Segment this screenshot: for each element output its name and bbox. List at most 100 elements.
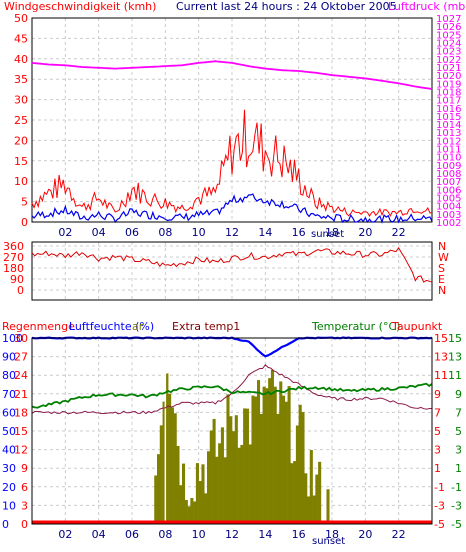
pressure-tick-label: 1003 — [436, 210, 461, 221]
humidity-tick-label: 90 — [2, 351, 16, 364]
pressure-tick-label: 1009 — [436, 161, 461, 172]
env-x-tick-label: 02 — [58, 528, 72, 541]
solar-bar — [254, 396, 258, 524]
env-x-tick-label: 20 — [358, 528, 372, 541]
solar-bar — [270, 369, 274, 524]
solar-bar — [218, 443, 222, 524]
dir-right-tick-label: E — [438, 273, 445, 286]
dew-tick-label: 11 — [448, 369, 462, 382]
temp-tick-label: -3 — [434, 499, 445, 512]
solar-bar — [279, 381, 283, 524]
direction-line — [31, 246, 433, 283]
solar-bar — [223, 457, 227, 524]
pressure-tick-label: 1010 — [436, 153, 461, 164]
temp-tick-label: -1 — [434, 481, 445, 494]
solar-bar — [209, 430, 213, 524]
wind-left-tick-label: 30 — [14, 94, 28, 107]
rain-tick-label: 18 — [14, 406, 28, 419]
solar-bar — [315, 474, 319, 524]
wind-panel-grid — [32, 17, 432, 223]
wind-sunset-label: sunset — [311, 229, 344, 240]
humidity-tick-label: 40 — [2, 444, 16, 457]
solar-bar — [154, 475, 158, 524]
wind-x-tick-label: 16 — [292, 226, 306, 239]
rain-tick-label: 21 — [14, 388, 28, 401]
dew-tick-label: 3 — [455, 444, 462, 457]
solar-bar — [170, 407, 174, 524]
wind-left-tick-label: 15 — [14, 155, 28, 168]
pressure-tick-label: 1014 — [436, 120, 461, 131]
env-x-tick-label: 18 — [325, 528, 339, 541]
env-sunset-label: sunset — [312, 536, 345, 547]
center-title: Current last 24 hours : 24 Oktober 2005 — [176, 0, 397, 13]
wind-panel-frame — [31, 17, 433, 223]
rain-left-axis: 0 3 6 9 12 15 18 21 24 27 30 — [14, 332, 28, 531]
solar-bar — [201, 464, 205, 524]
env-x-tick-label: 16 — [292, 528, 306, 541]
pressure-line — [31, 60, 433, 90]
wind-x-tick-label: 20 — [358, 226, 372, 239]
solar-bar — [273, 386, 277, 524]
pressure-tick-label: 1006 — [436, 185, 461, 196]
wind-left-tick-label: 10 — [14, 175, 28, 188]
solar-bar — [184, 499, 188, 524]
temp-tick-label: 11 — [434, 369, 448, 382]
dew-tick-label: -5 — [451, 518, 462, 531]
wind-x-axis: 02 04 06 08 10 12 14 16 18 20 22 — [58, 226, 405, 239]
solar-bar — [282, 395, 286, 524]
pressure-tick-label: 1021 — [436, 63, 461, 74]
solar-bar — [295, 425, 299, 524]
solar-bar — [187, 506, 191, 524]
solar-bar — [157, 454, 161, 524]
solar-bar — [237, 447, 241, 524]
pressure-tick-label: 1005 — [436, 194, 461, 205]
temp-tick-label: 9 — [434, 388, 441, 401]
pressure-right-axis: 1002100310041005100610071008100910101011… — [436, 14, 461, 229]
temp-tick-label: 15 — [434, 332, 448, 345]
dew-tick-label: 5 — [455, 425, 462, 438]
pressure-tick-label: 1016 — [436, 104, 461, 115]
env-x-tick-label: 04 — [92, 528, 106, 541]
dew-tick-label: -3 — [451, 499, 462, 512]
wind-left-tick-label: 20 — [14, 134, 28, 147]
humidity-tick-label: 20 — [2, 481, 16, 494]
pressure-tick-label: 1012 — [436, 136, 461, 147]
dir-right-tick-label: N — [438, 240, 446, 253]
dir-left-tick-label: 270 — [3, 251, 24, 264]
dir-right-tick-label: N — [438, 284, 446, 297]
wind-x-tick-label: 04 — [92, 226, 106, 239]
solar-bar — [173, 413, 177, 524]
humidity-tick-label: 60 — [2, 406, 16, 419]
solar-bar — [304, 473, 308, 524]
dir-left-tick-label: 180 — [3, 262, 24, 275]
pressure-tick-label: 1008 — [436, 169, 461, 180]
env-x-tick-label: 06 — [125, 528, 139, 541]
wind-left-tick-label: 50 — [14, 12, 28, 25]
solar-bar — [265, 388, 269, 524]
temperature-line — [31, 382, 433, 409]
pressure-tick-label: 1025 — [436, 30, 461, 41]
solar-bar — [268, 378, 272, 524]
pressure-tick-label: 1004 — [436, 202, 461, 213]
solar-bar — [287, 386, 291, 524]
pressure-tick-label: 1015 — [436, 112, 461, 123]
env-x-tick-label: 22 — [392, 528, 406, 541]
solar-bar — [259, 413, 263, 524]
temp-tick-label: 3 — [434, 444, 441, 457]
solar-bar — [162, 401, 166, 524]
pressure-tick-label: 1017 — [436, 96, 461, 107]
temp-tick-label: 13 — [434, 351, 448, 364]
solar-bar — [245, 408, 249, 524]
dir-left-tick-label: 90 — [10, 273, 24, 286]
solar-bar — [232, 431, 236, 524]
pressure-tick-label: 1002 — [436, 218, 461, 229]
solar-bar — [309, 450, 313, 524]
solar-bar — [251, 395, 255, 524]
env-panel-frame — [31, 337, 433, 525]
solar-bar — [182, 463, 186, 524]
pressure-title: Luftdruck (mb) — [388, 0, 466, 13]
rain-tick-label: 6 — [21, 481, 28, 494]
solar-bar — [312, 495, 316, 524]
wind-series-group — [31, 60, 433, 224]
